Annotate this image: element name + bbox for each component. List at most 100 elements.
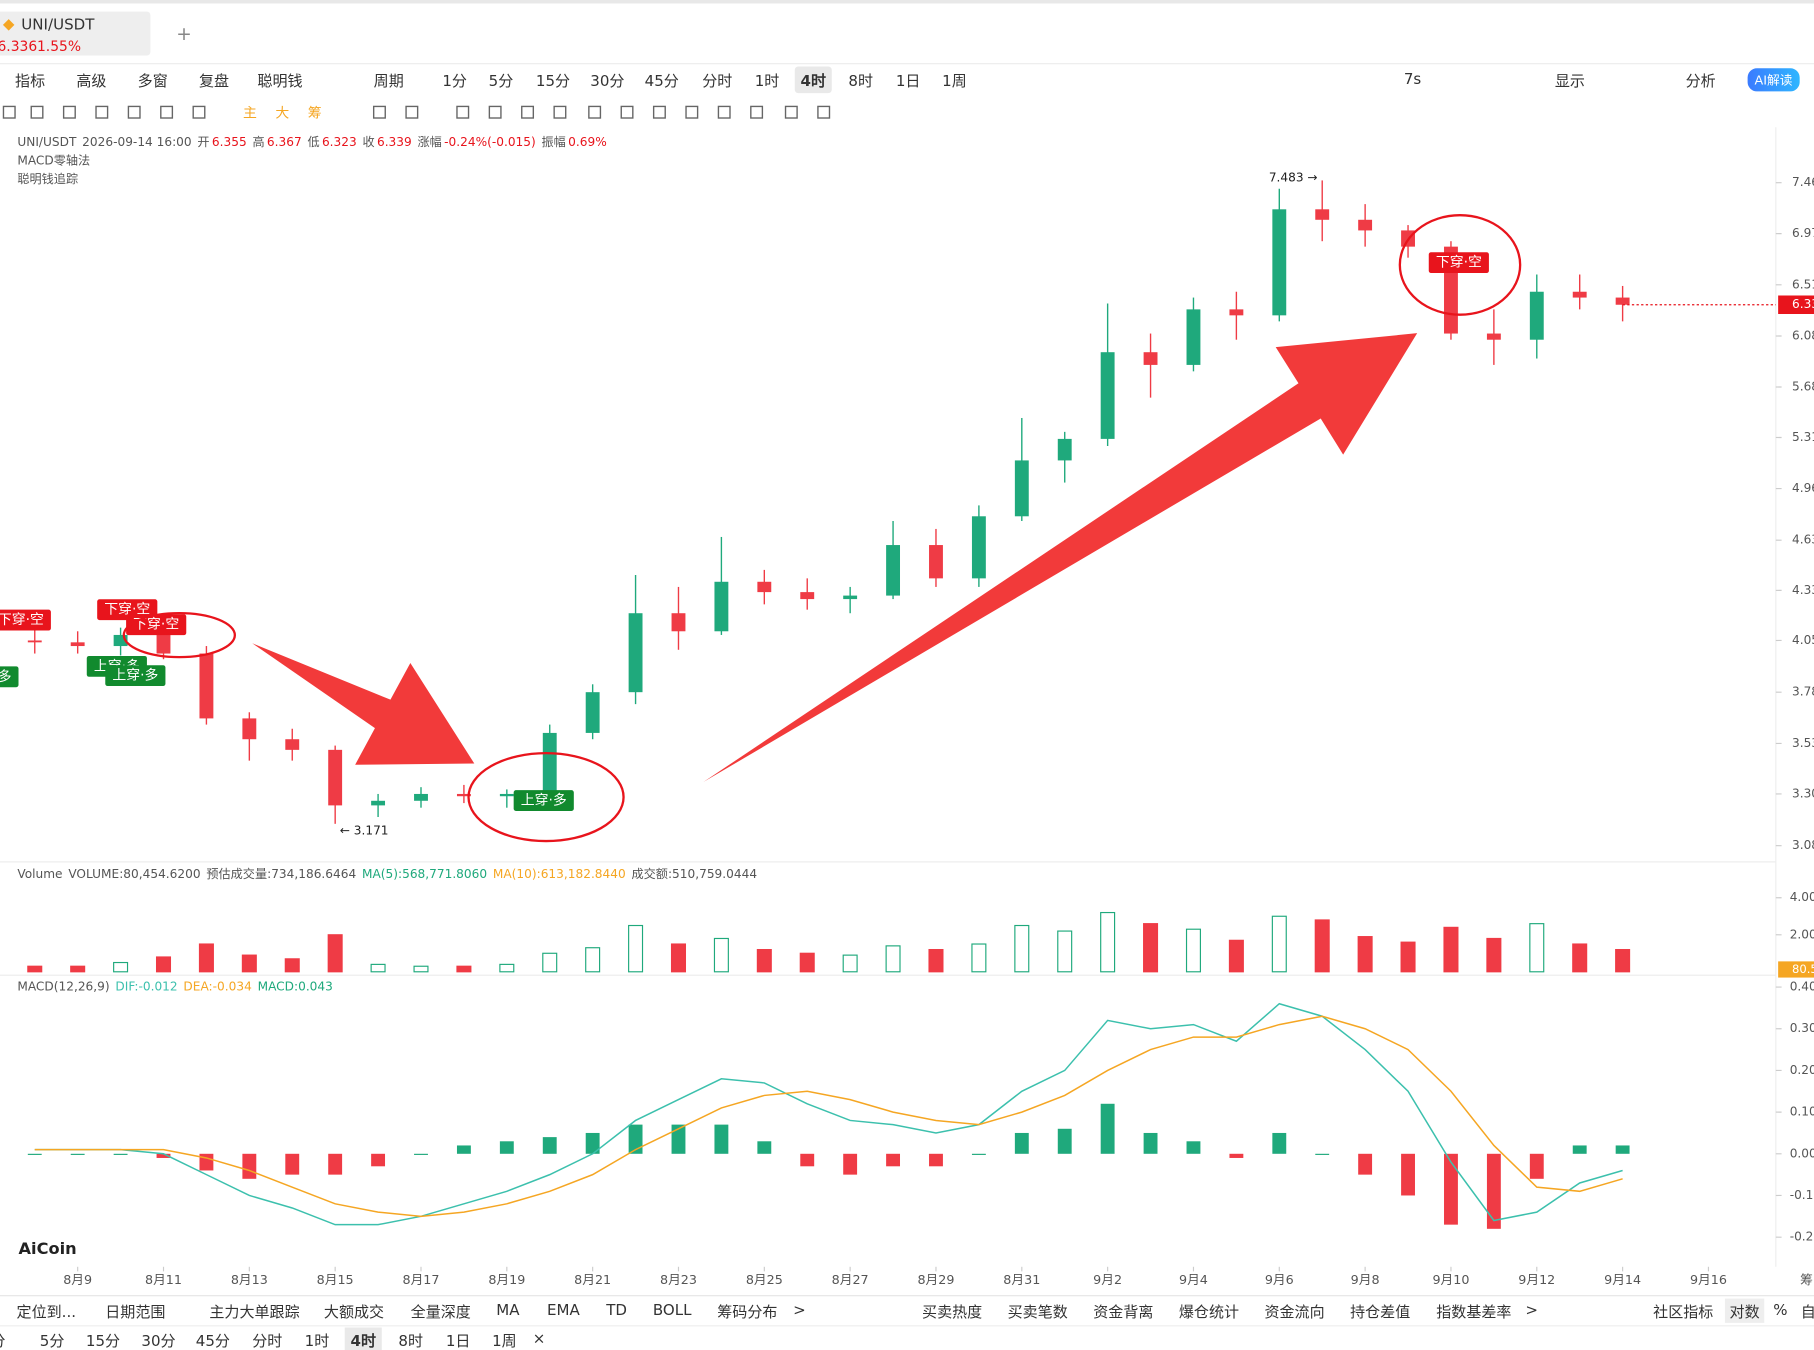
drawing-tool[interactable]: 大 (275, 104, 290, 121)
tool-button[interactable]: 聪明钱 (257, 73, 303, 91)
interval-button[interactable]: 30分 (590, 73, 625, 91)
volume-bar (241, 954, 257, 973)
macd-bar (499, 1141, 514, 1154)
interval-button[interactable]: 1周 (942, 73, 967, 91)
locate-button[interactable]: 定位到... (16, 1304, 77, 1322)
volume-tag-label: 80.5 (1792, 962, 1814, 976)
volume-bar (1615, 948, 1631, 973)
bottom-interval[interactable]: 1分 (0, 1329, 5, 1350)
y-tick-label: 4.33 (1792, 583, 1814, 597)
interval-button[interactable]: 5分 (488, 73, 514, 91)
candle-body (1186, 309, 1201, 365)
bottom-interval[interactable]: 1周 (492, 1333, 517, 1350)
tab-price[interactable]: 6.336 (0, 38, 38, 55)
stat-tool[interactable]: 爆仓统计 (1178, 1304, 1240, 1322)
tool-button[interactable]: 指标 (15, 73, 46, 91)
bottom-tool[interactable]: BOLL (652, 1302, 692, 1320)
interval-button[interactable]: 8时 (848, 73, 874, 91)
tab[interactable] (0, 11, 151, 56)
ai-button[interactable]: AI解读 (1747, 68, 1800, 92)
bottom-interval[interactable]: × (532, 1331, 546, 1349)
bottom-interval[interactable]: 45分 (195, 1333, 230, 1350)
interval-button[interactable]: 15分 (535, 73, 571, 91)
tool-button[interactable]: 高级 (76, 73, 107, 91)
macd-bar (1014, 1132, 1029, 1154)
display-menu[interactable]: 显示 (1554, 73, 1585, 91)
bottom-tool[interactable]: 大额成交 (323, 1304, 385, 1322)
date-range-menu[interactable]: 日期范围 (105, 1304, 166, 1322)
interval-button[interactable]: 45分 (644, 73, 679, 91)
period-menu[interactable]: 周期 (373, 73, 404, 91)
interval-button[interactable]: 1时 (754, 73, 780, 91)
interval-button[interactable]: 4时 (794, 66, 832, 94)
x-tick-label: 8月11 (145, 1272, 182, 1287)
tool-icon (372, 105, 386, 119)
bottom-interval[interactable]: 8时 (398, 1333, 424, 1350)
stat-tool[interactable]: 指数基差率 (1436, 1304, 1512, 1322)
stat-tool[interactable]: 持仓差值 (1350, 1304, 1411, 1322)
candle-body (585, 692, 600, 733)
indicator-name[interactable]: MACD零轴法 (17, 153, 91, 168)
right-tool[interactable]: 自 (1801, 1300, 1814, 1321)
volume-legend-item: MA(10):613,182.8440 (492, 867, 626, 882)
volume-bar (1529, 923, 1545, 973)
interval-button[interactable]: 1日 (895, 73, 921, 91)
tool-icon (488, 105, 502, 119)
stat-tool[interactable]: 资金流向 (1264, 1304, 1325, 1322)
indicator-name[interactable]: 聪明钱追踪 (17, 172, 79, 187)
drawing-tool[interactable]: 主 (242, 104, 257, 121)
last-price-label: 6.339 (1792, 297, 1814, 311)
x-tick-label: 9月16 (1690, 1272, 1727, 1287)
tool-button[interactable]: 多窗 (137, 73, 168, 91)
tool-icon (62, 105, 76, 119)
bottom-tool[interactable]: 筹码分布 (717, 1304, 778, 1322)
bottom-interval[interactable]: 30分 (141, 1333, 176, 1350)
y-tick-label: -0.20 (1790, 1230, 1814, 1244)
bottom-interval[interactable]: 1日 (445, 1333, 471, 1350)
tool-icon (784, 105, 798, 119)
tab-change[interactable]: 1.55% (36, 38, 82, 55)
right-tool[interactable]: % (1773, 1302, 1788, 1320)
y-tick-label: 7.46 (1792, 175, 1814, 189)
tool-button[interactable]: 复盘 (198, 73, 230, 91)
drawing-tool[interactable]: 筹 (307, 104, 322, 121)
stat-tool[interactable]: 买卖笔数 (1007, 1304, 1068, 1322)
bottom-tool[interactable]: > (793, 1302, 806, 1320)
bottom-tool[interactable]: TD (606, 1302, 628, 1320)
volume-bar (885, 945, 901, 973)
x-axis-corner: 筹 (1800, 1272, 1813, 1287)
macd-bar (1529, 1153, 1544, 1179)
x-tick-label: 9月14 (1604, 1272, 1641, 1287)
bottom-tool[interactable]: 全量深度 (410, 1304, 471, 1322)
refresh-timer[interactable]: 7s (1403, 71, 1422, 89)
bottom-tool[interactable]: 主力大单跟踪 (209, 1304, 300, 1322)
interval-button[interactable]: 分时 (702, 73, 733, 91)
volume-bar (113, 961, 129, 973)
bottom-tool[interactable]: MA (496, 1302, 520, 1320)
bottom-interval[interactable]: 5分 (39, 1333, 65, 1350)
volume-legend: Volume VOLUME:80,454.6200 预估成交量:734,186.64… (17, 865, 763, 882)
candle-body (414, 793, 428, 801)
analysis-menu[interactable]: 分析 (1685, 73, 1716, 91)
tab-symbol[interactable]: UNI/USDT (21, 16, 95, 35)
bottom-interval[interactable]: 分时 (252, 1333, 283, 1350)
bottom-interval[interactable]: 15分 (85, 1333, 121, 1350)
candle-body (886, 545, 901, 596)
macd-bar (113, 1153, 128, 1155)
stat-tool[interactable]: > (1525, 1302, 1539, 1320)
stat-tool[interactable]: 买卖热度 (922, 1304, 983, 1322)
macd-bar (27, 1153, 42, 1155)
x-tick-label: 8月15 (317, 1272, 354, 1287)
bottom-interval[interactable]: 4时 (344, 1327, 382, 1350)
right-tool[interactable]: 社区指标 (1653, 1304, 1714, 1322)
interval-button[interactable]: 1分 (442, 73, 467, 91)
stat-tool[interactable]: 资金背离 (1093, 1304, 1154, 1322)
bottom-interval[interactable]: 1时 (304, 1333, 330, 1350)
candle-body (27, 640, 42, 643)
macd-legend-item: MACD:0.043 (257, 979, 333, 994)
right-tool[interactable]: 对数 (1724, 1298, 1765, 1323)
bottom-tool[interactable]: EMA (547, 1302, 580, 1320)
candle-body (1229, 309, 1244, 316)
volume-bar (542, 952, 558, 973)
add-tab[interactable]: + (176, 22, 192, 45)
